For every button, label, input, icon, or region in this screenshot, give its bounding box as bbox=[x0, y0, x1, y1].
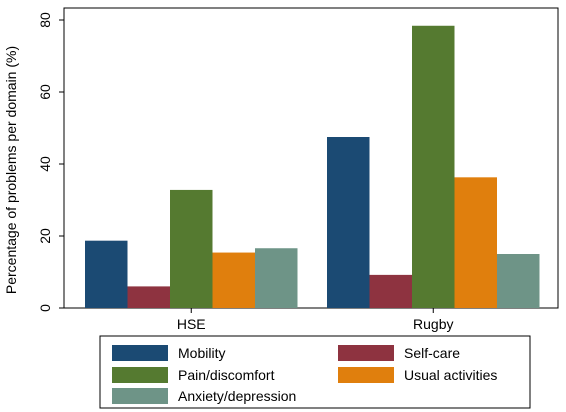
y-tick-label: 40 bbox=[37, 156, 53, 172]
bar-pain-discomfort-rugby bbox=[412, 25, 455, 308]
plot-area: 0 20 40 60 80 HSE Rugby bbox=[37, 7, 559, 332]
legend-label: Pain/discomfort bbox=[178, 367, 275, 383]
legend-box bbox=[99, 335, 531, 409]
y-tick-label: 20 bbox=[37, 228, 53, 244]
y-tick-label: 60 bbox=[37, 84, 53, 100]
legend: Mobility Self-care Pain/discomfort Usual ac… bbox=[99, 335, 531, 409]
bar-mobility-rugby bbox=[327, 137, 370, 308]
legend-swatch-anxiety-depression bbox=[112, 388, 168, 404]
x-tick-label: Rugby bbox=[413, 316, 453, 332]
bar-mobility-hse bbox=[85, 240, 128, 308]
legend-swatch-self-care bbox=[338, 345, 394, 361]
bar-self-care-rugby bbox=[369, 274, 412, 308]
legend-label: Usual activities bbox=[404, 367, 497, 383]
bar-anxiety-depression-hse bbox=[255, 248, 298, 308]
bar-usual-activities-hse bbox=[212, 252, 255, 308]
x-tick-label: HSE bbox=[177, 316, 206, 332]
legend-swatch-usual-activities bbox=[338, 367, 394, 383]
y-axis-title: Percentage of problems per domain (%) bbox=[3, 46, 19, 294]
bar-anxiety-depression-rugby bbox=[497, 254, 540, 308]
legend-label: Mobility bbox=[178, 345, 225, 361]
legend-swatch-mobility bbox=[112, 345, 168, 361]
bar-pain-discomfort-hse bbox=[170, 189, 213, 308]
y-tick-label: 0 bbox=[37, 304, 53, 312]
legend-label: Self-care bbox=[404, 345, 460, 361]
bar-self-care-hse bbox=[127, 286, 170, 308]
legend-swatch-pain-discomfort bbox=[112, 367, 168, 383]
y-tick-label: 80 bbox=[37, 12, 53, 28]
legend-label: Anxiety/depression bbox=[178, 388, 296, 404]
bar-usual-activities-rugby bbox=[454, 177, 497, 308]
plot-frame bbox=[63, 7, 559, 309]
